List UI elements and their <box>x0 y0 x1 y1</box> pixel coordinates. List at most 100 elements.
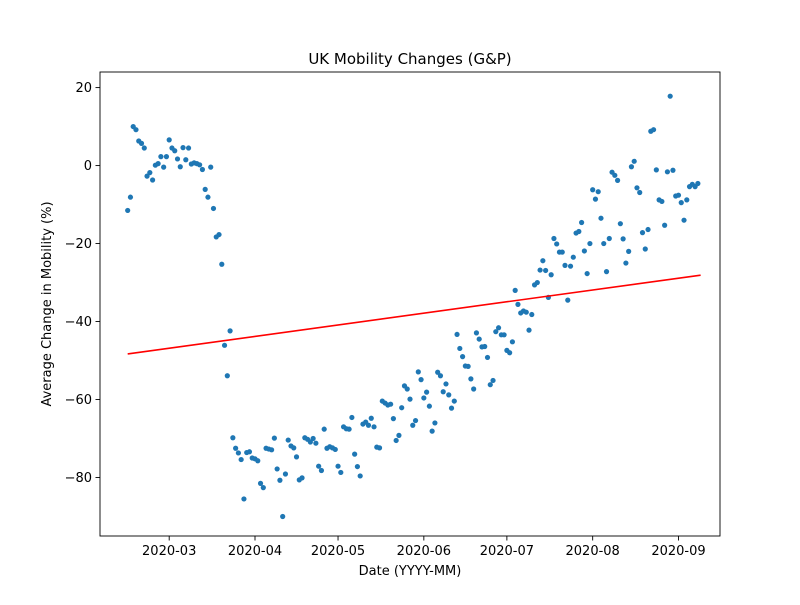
scatter-point <box>645 226 651 233</box>
scatter-point <box>127 194 134 200</box>
scatter-point <box>280 513 286 520</box>
scatter-point <box>551 235 557 242</box>
scatter-point <box>584 270 590 277</box>
scatter-point <box>371 424 377 430</box>
scatter-point <box>526 327 532 333</box>
scatter-point <box>473 330 480 336</box>
scatter-point <box>534 279 540 286</box>
scatter-points <box>125 93 701 520</box>
y-tick-label: 0 <box>84 159 92 174</box>
scatter-point <box>664 169 671 175</box>
scatter-point <box>529 311 535 318</box>
scatter-point <box>224 373 230 379</box>
scatter-point <box>282 471 289 477</box>
scatter-point <box>446 392 452 398</box>
scatter-point <box>219 261 225 267</box>
scatter-point <box>418 377 424 383</box>
scatter-point <box>581 248 587 254</box>
scatter-point <box>158 154 164 160</box>
scatter-point <box>293 454 300 460</box>
scatter-point <box>435 369 441 375</box>
scatter-point <box>404 386 410 392</box>
scatter-point <box>349 414 355 421</box>
scatter-point <box>407 396 413 402</box>
scatter-point <box>429 428 435 434</box>
scatter-point <box>565 297 571 303</box>
scatter-point <box>271 435 277 441</box>
scatter-point <box>399 405 405 411</box>
scatter-point <box>313 440 319 446</box>
x-axis-label: Date (YYYY-MM) <box>359 564 462 579</box>
scatter-point <box>595 189 601 195</box>
scatter-point <box>570 254 576 260</box>
scatter-point <box>484 354 491 361</box>
scatter-point <box>501 332 507 338</box>
scatter-point <box>299 475 305 481</box>
scatter-point <box>230 435 236 441</box>
y-tick-label: −80 <box>65 471 92 486</box>
y-axis-ticks: −80 −60 −40 −20 0 20 <box>65 81 100 486</box>
scatter-point <box>623 260 629 266</box>
chart-title: UK Mobility Changes (G&P) <box>308 50 511 68</box>
scatter-point <box>185 145 192 151</box>
scatter-point <box>675 192 682 198</box>
scatter-point <box>388 401 394 407</box>
scatter-point <box>307 439 313 445</box>
scatter-point <box>587 240 593 247</box>
scatter-point <box>238 456 244 463</box>
scatter-point <box>177 164 183 170</box>
scatter-point <box>606 235 612 242</box>
scatter-point <box>421 395 427 401</box>
x-tick-label: 2020-04 <box>228 544 282 559</box>
scatter-point <box>197 162 203 168</box>
scatter-point <box>141 145 147 151</box>
scatter-point <box>482 343 488 350</box>
scatter-point <box>316 463 322 469</box>
scatter-point <box>567 263 574 269</box>
scatter-point <box>459 354 466 360</box>
scatter-point <box>133 127 139 133</box>
scatter-point <box>352 451 358 457</box>
scatter-point <box>554 241 560 247</box>
scatter-point <box>490 377 496 384</box>
scatter-point <box>376 445 383 451</box>
scatter-point <box>495 325 502 331</box>
scatter-point <box>443 381 449 387</box>
scatter-point <box>354 463 361 470</box>
scatter-point <box>476 336 482 342</box>
scatter-point <box>210 205 217 212</box>
scatter-point <box>515 301 521 307</box>
scatter-point <box>612 172 618 178</box>
scatter-point <box>174 156 181 162</box>
scatter-point <box>260 485 266 491</box>
scatter-point <box>161 164 167 170</box>
scatter-point <box>335 463 341 469</box>
scatter-point <box>507 350 513 356</box>
scatter-point <box>396 432 402 438</box>
y-axis-label: Average Change in Mobility (%) <box>40 201 55 406</box>
scatter-point <box>601 240 607 247</box>
scatter-point <box>246 449 253 455</box>
scatter-point <box>637 189 643 196</box>
scatter-point <box>659 198 665 205</box>
scatter-point <box>451 398 457 404</box>
scatter-point <box>149 177 156 183</box>
y-tick-label: −60 <box>65 393 92 408</box>
scatter-point <box>147 170 153 176</box>
scatter-point <box>410 422 416 428</box>
scatter-point <box>448 405 455 411</box>
scatter-point <box>235 450 241 456</box>
scatter-point <box>277 477 283 483</box>
scatter-point <box>493 329 499 335</box>
scatter-point <box>318 467 325 474</box>
scatter-point <box>457 345 463 352</box>
scatter-point <box>465 363 471 369</box>
scatter-point <box>440 389 446 395</box>
scatter-point <box>291 445 297 451</box>
scatter-point <box>681 217 687 223</box>
scatter-point <box>138 140 145 146</box>
scatter-point <box>437 373 444 379</box>
trend-line <box>127 274 701 355</box>
scatter-point <box>454 331 460 338</box>
